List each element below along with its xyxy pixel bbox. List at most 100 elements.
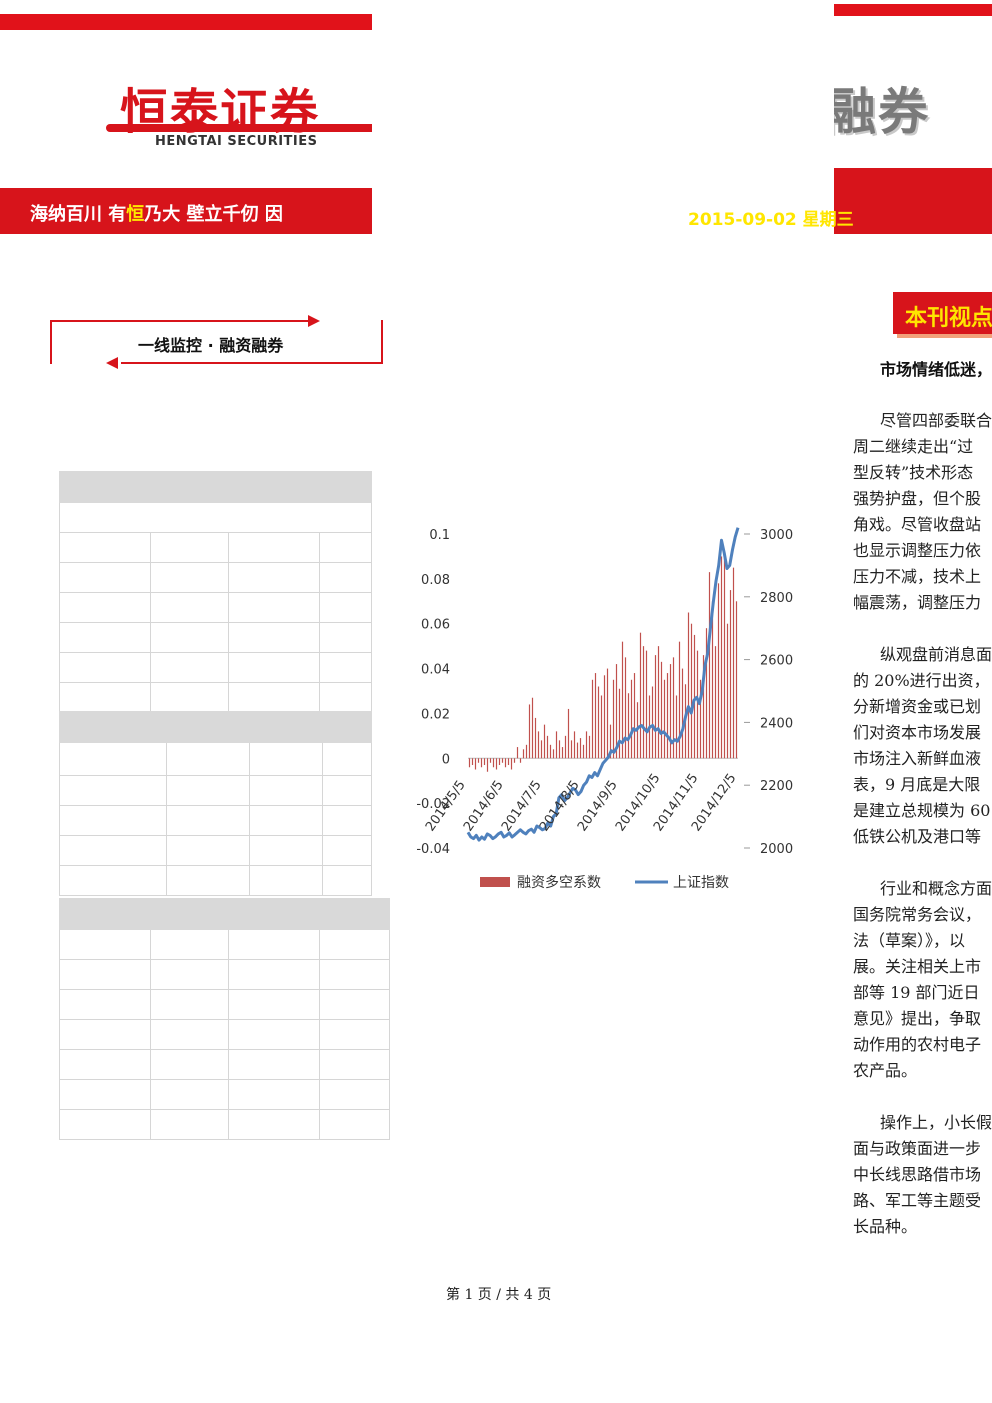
bar (705, 628, 708, 759)
bar (690, 623, 693, 759)
margin-table-1 (59, 471, 372, 713)
bar (681, 668, 684, 759)
slogan: 海纳百川 有恒乃大 壁立千仞 因 (30, 200, 283, 226)
bar (729, 590, 732, 759)
table-row (59, 592, 372, 623)
bar (699, 679, 702, 759)
article-line: 部等 19 部门近日 (853, 983, 980, 1002)
bar (669, 664, 672, 759)
bar (534, 717, 537, 759)
right-tick-label: 3000 (760, 528, 793, 543)
bar (549, 744, 552, 759)
article-line: 路、军工等主题受 (853, 1191, 982, 1210)
bar (483, 758, 486, 766)
right-red-bar (834, 168, 992, 234)
bar (711, 601, 714, 759)
slogan-bar (0, 188, 372, 234)
table-band (59, 711, 372, 743)
bar (591, 679, 594, 759)
bar (519, 758, 522, 763)
table-band (59, 471, 372, 503)
bar (678, 641, 681, 759)
article-line: 型反转”技术形态 (853, 463, 974, 482)
bar (621, 641, 624, 759)
article-paragraph-4: 操作上，小长假 面与政策面进一步 中长线思路借市场 路、军工等主题受 长品种。 (853, 1110, 992, 1240)
bar (477, 758, 480, 763)
table-row (59, 865, 372, 896)
bar-series-margin-coefficient (468, 551, 738, 772)
bar (573, 731, 576, 759)
header-right-banner: 融券 (834, 0, 992, 235)
right-tick-label: 2200 (760, 779, 793, 794)
table-row (59, 929, 390, 960)
article-line: 周二继续走出“过 (853, 437, 974, 456)
article-line: 也显示调整压力依 (853, 541, 982, 560)
bar (570, 740, 573, 759)
brand-name-en: HENGTAI SECURITIES (155, 134, 318, 149)
bar (627, 693, 630, 759)
bar (585, 731, 588, 759)
table-row (59, 805, 372, 836)
bar (660, 661, 663, 759)
article-line: 是建立总规模为 60 (853, 801, 991, 820)
right-brand-fragment: 融券 (834, 83, 930, 141)
right-axis-ticks: 3000 2800 2600 2400 2200 2000 (744, 528, 793, 857)
left-tick-label: 0.06 (421, 618, 450, 633)
table-row (59, 502, 372, 533)
bar (558, 740, 561, 759)
article-line: 中长线思路借市场 (853, 1165, 982, 1184)
left-tick-label: -0.04 (416, 842, 450, 857)
bar (474, 758, 477, 770)
article-paragraph-2: 纵观盘前消息面 的 20%进行出资， 分新增资金或已划 们对资本市场发展 市场注… (853, 642, 992, 850)
bar (717, 583, 720, 759)
left-tick-label: 0 (442, 752, 450, 767)
bar (597, 686, 600, 759)
bar (522, 749, 525, 759)
table-row (59, 532, 372, 563)
table-row (59, 682, 372, 713)
table-row (59, 622, 372, 653)
article-line: 面与政策面进一步 (853, 1139, 982, 1158)
bar (525, 744, 528, 759)
table-row (59, 652, 372, 683)
slogan-highlight: 恒 (126, 204, 145, 225)
legend-label-bar: 融资多空系数 (517, 874, 601, 891)
bar (618, 688, 621, 759)
left-tick-label: 0.04 (421, 663, 450, 678)
side-tag-label: 本刊视点 (905, 306, 992, 331)
bar (471, 758, 474, 766)
table-row (59, 1049, 390, 1080)
bar (720, 556, 723, 759)
table-row (59, 562, 372, 593)
bar (582, 744, 585, 759)
table-row (59, 1019, 390, 1050)
article-line: 农产品。 (853, 1061, 918, 1080)
right-tick-label: 2600 (760, 654, 793, 669)
bar (630, 679, 633, 759)
article-line: 低铁公机及港口等 (853, 827, 982, 846)
article-line: 们对资本市场发展 (853, 723, 982, 742)
bar (540, 740, 543, 759)
table-row (59, 1109, 390, 1140)
section-title: 一线监控 · 融资融券 (138, 336, 284, 355)
bar (555, 731, 558, 759)
bar (657, 646, 660, 759)
article-line: 展。关注相关上市 (853, 957, 982, 976)
bar (633, 673, 636, 759)
legend-label-line: 上证指数 (673, 875, 729, 891)
article-line: 纵观盘前消息面 (880, 645, 992, 664)
bar (639, 632, 642, 759)
bar (492, 758, 495, 768)
arrow-left-icon (106, 357, 118, 369)
bar (612, 679, 615, 759)
article-line: 的 20%进行出资， (853, 671, 990, 690)
section-frame-right (121, 320, 383, 364)
bar (516, 747, 519, 759)
bar (579, 738, 582, 759)
bar (564, 735, 567, 759)
bar (576, 742, 579, 759)
right-tick-label: 2400 (760, 716, 793, 731)
bar (546, 735, 549, 759)
article-line: 幅震荡，调整压力 (853, 593, 982, 612)
bar (603, 675, 606, 759)
